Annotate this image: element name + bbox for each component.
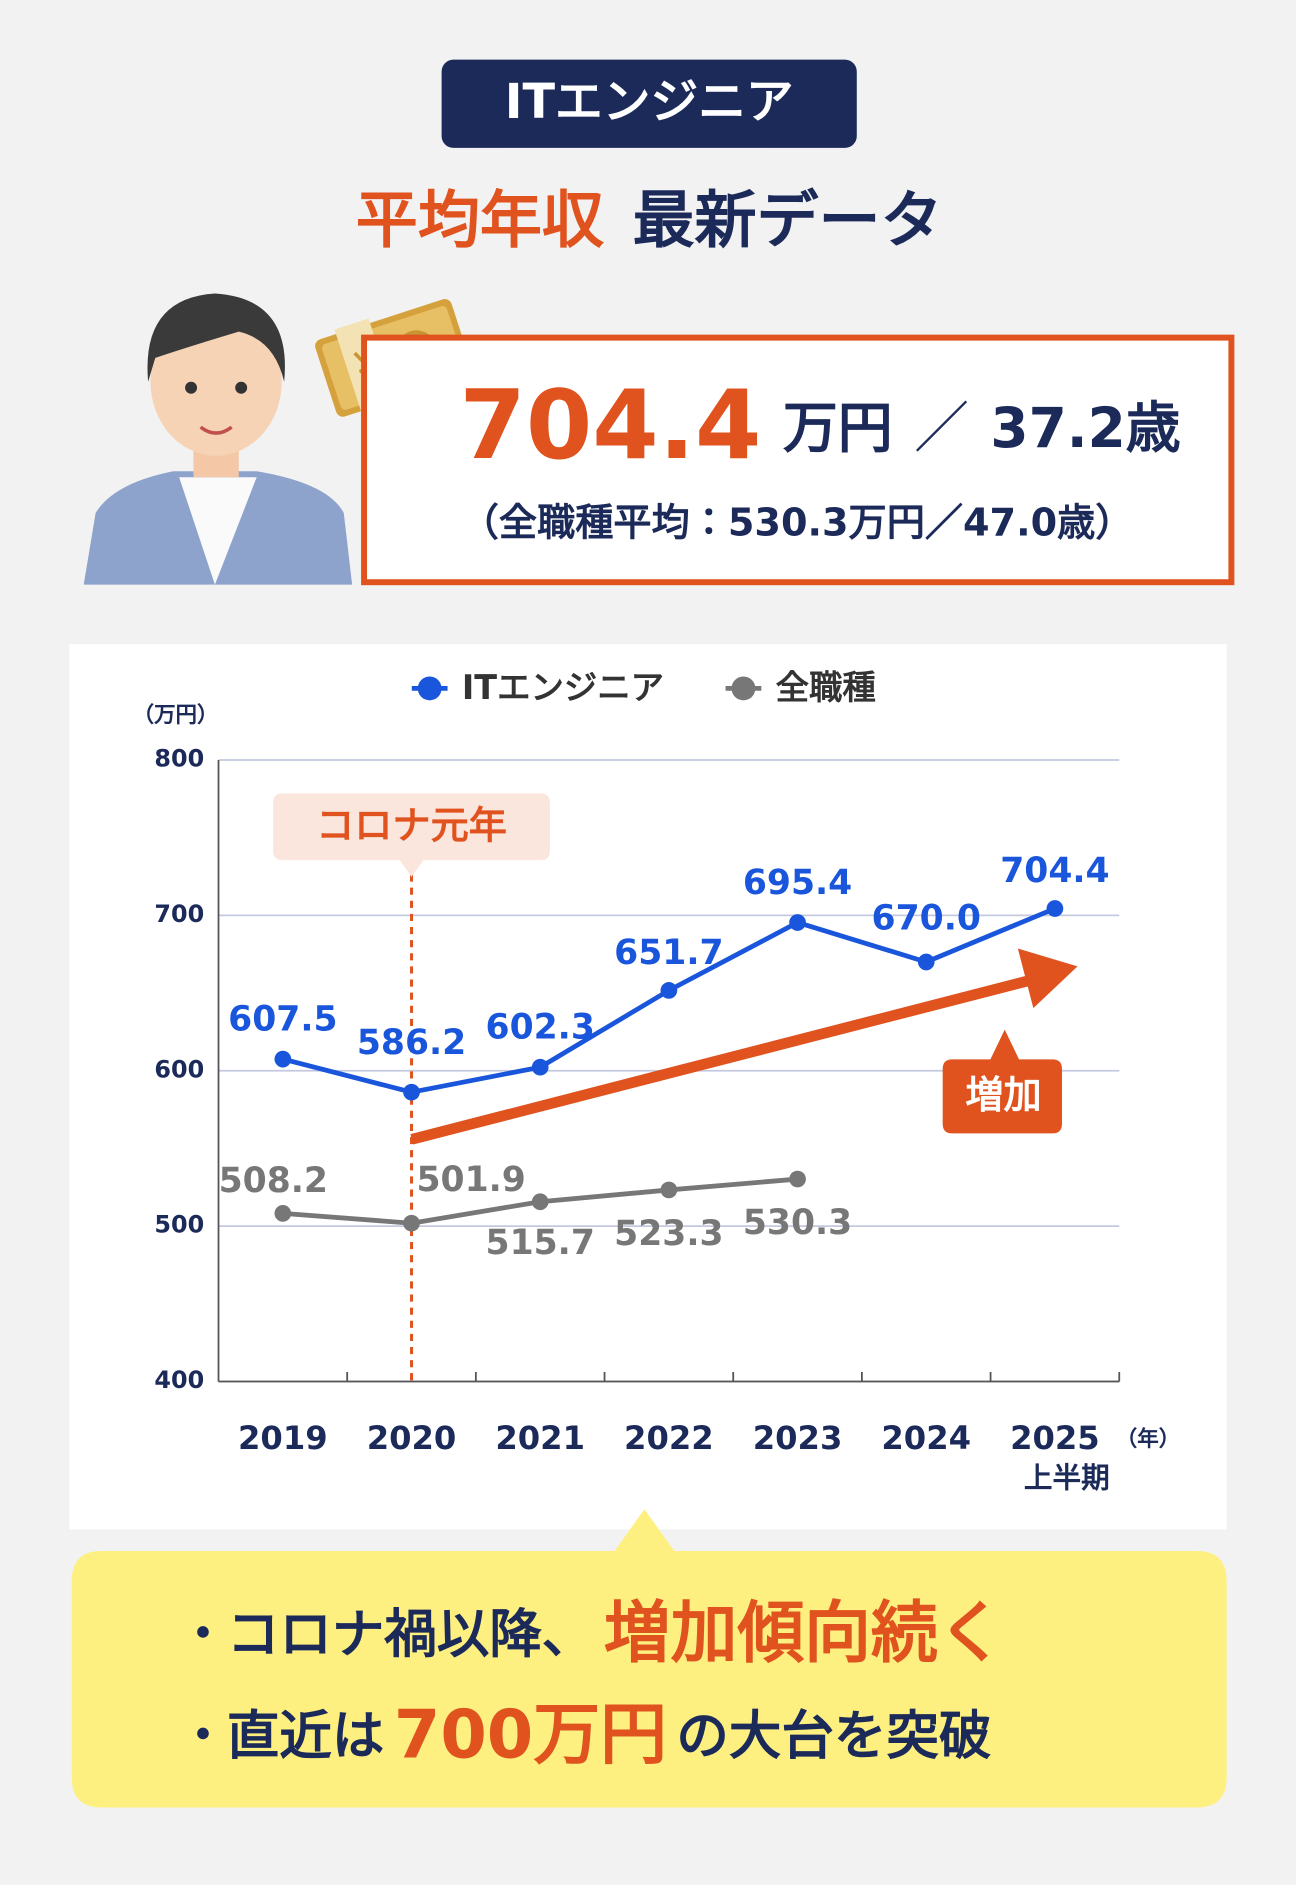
data-label: 586.2 <box>357 1023 466 1063</box>
callout-line: 直近は 700万円 の大台を突破 <box>227 1695 991 1773</box>
data-label: 670.0 <box>872 899 981 939</box>
title-highlight: 平均年収 <box>356 183 605 256</box>
trend-arrow <box>410 973 1040 1145</box>
summary-box <box>361 334 1235 586</box>
x-tick-label: 2020 <box>367 1419 457 1457</box>
data-point <box>1046 900 1064 917</box>
data-label: 607.5 <box>228 999 337 1039</box>
x-unit: （年） <box>1116 1426 1180 1452</box>
data-label: 530.3 <box>743 1203 852 1243</box>
summary-line: 704.4 万円 ／ 37.2歳 <box>460 369 1181 481</box>
data-point <box>403 1214 420 1232</box>
comparison: （全職種平均：530.3万円／47.0歳） <box>461 501 1134 545</box>
separator: ／ <box>914 396 969 460</box>
x-tick-label: 2023 <box>753 1419 843 1457</box>
data-label: 695.4 <box>743 863 852 903</box>
trend-arrowhead <box>1017 948 1078 1009</box>
callout-highlight: 700万円 <box>394 1695 667 1773</box>
x-tick-label: 2022 <box>624 1419 714 1457</box>
data-point <box>531 1058 549 1076</box>
data-point <box>789 1170 806 1188</box>
legend-dot <box>417 676 442 701</box>
data-point <box>917 953 935 971</box>
annotation-text: コロナ元年 <box>316 804 507 848</box>
data-point <box>403 1083 420 1101</box>
callout-box <box>71 1509 1227 1808</box>
person-illustration <box>83 293 353 585</box>
x-tick-label: 2019 <box>238 1419 328 1457</box>
y-tick-label: 800 <box>154 744 204 772</box>
legend-label: 全職種 <box>776 668 876 707</box>
data-label: 515.7 <box>486 1223 595 1263</box>
y-tick-label: 500 <box>154 1211 204 1239</box>
chart: 400 500 600 700 800 （万円） 2019 2020 2021 2022 2023 2… <box>133 668 1181 1494</box>
x-tick-label: 2021 <box>495 1419 585 1457</box>
badge <box>441 59 857 148</box>
legend-dot <box>731 676 756 701</box>
callout-text: コロナ禍以降、 <box>227 1603 594 1664</box>
data-point <box>660 982 678 999</box>
callout-highlight: 増加傾向続く <box>604 1593 1005 1671</box>
badge-text: ITエンジニア <box>505 75 794 130</box>
data-point <box>660 1181 678 1199</box>
bullet: ・ <box>179 1607 227 1662</box>
x-category-note: 上半期 <box>1024 1460 1110 1494</box>
salary: 704.4 <box>460 369 762 481</box>
data-label: 501.9 <box>416 1160 525 1200</box>
data-point <box>531 1193 549 1211</box>
title-rest: 最新データ <box>633 183 943 256</box>
title: 平均年収 最新データ <box>356 183 943 256</box>
bullet: ・ <box>179 1708 227 1763</box>
data-point <box>789 914 806 931</box>
trend-label-box <box>942 1029 1062 1134</box>
salary-unit: 万円 <box>783 396 893 460</box>
legend-label: ITエンジニア <box>462 668 664 707</box>
data-label: 651.7 <box>614 933 723 973</box>
age: 37.2歳 <box>990 396 1180 460</box>
data-label: 508.2 <box>219 1161 328 1201</box>
data-point <box>274 1050 292 1068</box>
callout-text: の大台を突破 <box>676 1705 991 1766</box>
callout-text: 直近は <box>227 1705 384 1766</box>
data-label: 704.4 <box>1000 851 1109 891</box>
data-label: 523.3 <box>614 1214 723 1254</box>
trend-label: 増加 <box>965 1074 1041 1118</box>
callout: ・コロナ禍以降、 増加傾向続く・ 直近は 700万円 の大台を突破 <box>179 1593 1004 1772</box>
y-unit: （万円） <box>133 703 219 728</box>
y-tick-label: 600 <box>154 1055 204 1083</box>
x-tick-label: 2025 <box>1010 1419 1100 1457</box>
y-tick-label: 400 <box>154 1366 204 1394</box>
callout-line: コロナ禍以降、 増加傾向続く <box>227 1593 1005 1671</box>
y-tick-label: 700 <box>154 900 204 928</box>
x-tick-label: 2024 <box>881 1419 971 1457</box>
data-label: 602.3 <box>486 1008 595 1048</box>
data-point <box>274 1205 292 1222</box>
annotation-box <box>273 793 550 877</box>
